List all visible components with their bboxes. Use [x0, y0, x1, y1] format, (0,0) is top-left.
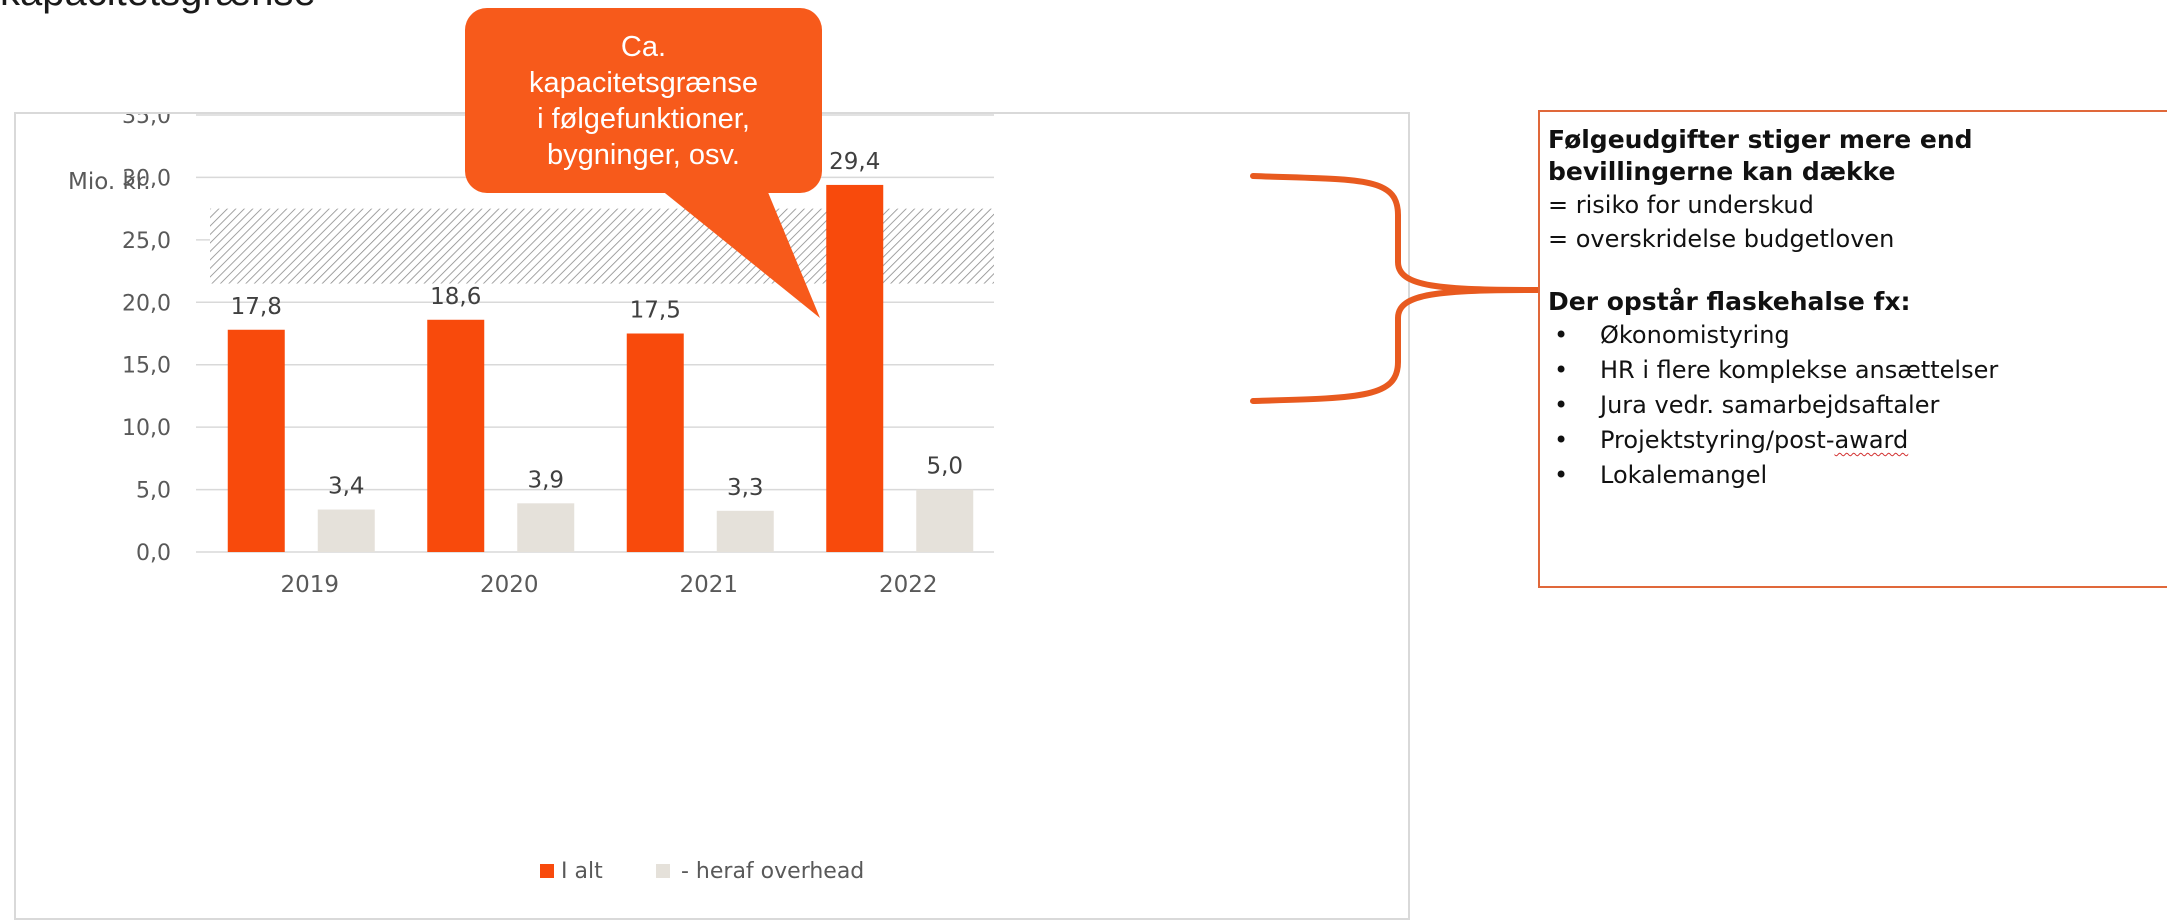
bracket-icon — [1250, 173, 1539, 404]
y-tick-label: 5,0 — [136, 479, 171, 504]
x-tick-label: 2022 — [879, 572, 938, 598]
data-label: 17,8 — [231, 294, 282, 320]
callout-line: bygninger, osv. — [547, 138, 740, 171]
y-tick-label: 25,0 — [122, 229, 171, 254]
info-line-risk: = risiko for underskud — [1548, 191, 1814, 219]
data-label: 3,3 — [727, 475, 764, 501]
bullet-text: Projektstyring/post-award — [1600, 423, 1908, 458]
y-tick-label: 0,0 — [136, 541, 171, 566]
legend-swatch-i-alt — [540, 864, 554, 878]
bar-i-alt-2022 — [826, 184, 884, 553]
bullet-text: Jura vedr. samarbejdsaftaler — [1600, 391, 1940, 419]
bar-overhead-2021 — [716, 510, 774, 552]
info-box: Følgeudgifter stiger mere end bevillinge… — [1538, 110, 2167, 588]
bar-overhead-2022 — [916, 489, 974, 552]
callout-line: kapacitetsgrænse — [529, 66, 758, 99]
chart-legend: I alt - heraf overhead — [540, 859, 864, 884]
info-heading-line: Følgeudgifter stiger mere end — [1548, 125, 1973, 154]
legend-label-i-alt: I alt — [561, 859, 603, 884]
bar-i-alt-2020 — [427, 319, 485, 552]
chart-frame: 0,0 5,0 10,0 15,0 20,0 25,0 30,0 35,0 17,8 3,4 18… — [14, 104, 1410, 920]
bar-i-alt-2019 — [227, 329, 285, 552]
spellcheck-underlined-word: award — [1834, 426, 1909, 454]
y-tick-label: 20,0 — [122, 291, 171, 316]
bar-i-alt-2021 — [626, 333, 684, 552]
bar-overhead-2019 — [317, 509, 375, 552]
bullet-text: Lokalemangel — [1600, 461, 1768, 489]
y-tick-label: 15,0 — [122, 354, 171, 379]
data-label: 3,4 — [328, 474, 365, 500]
data-label: 3,9 — [527, 467, 564, 493]
bullet-icon: • — [1554, 426, 1569, 454]
bullet-text: HR i flere komplekse ansættelser — [1600, 356, 1999, 384]
bullet-text: Økonomistyring — [1600, 321, 1790, 349]
data-label: 29,4 — [829, 149, 880, 175]
capacity-callout: Ca. kapacitetsgrænse i følgefunktioner, … — [465, 8, 822, 193]
x-tick-label: 2019 — [280, 572, 339, 598]
callout-pointer — [655, 185, 820, 318]
callout-line: i følgefunktioner, — [537, 102, 750, 135]
bullet-icon: • — [1554, 461, 1569, 489]
bullet-icon: • — [1554, 356, 1569, 384]
bullet-item: • Lokalemangel — [1548, 458, 2167, 493]
info-heading-bottlenecks: Der opstår flaskehalse fx: — [1548, 287, 1911, 316]
bullet-item: • Jura vedr. samarbejdsaftaler — [1548, 388, 2167, 423]
info-heading-line: bevillingerne kan dække — [1548, 157, 1896, 186]
y-tick-label: 30,0 — [122, 166, 171, 191]
x-tick-label: 2021 — [679, 572, 738, 598]
bullet-icon: • — [1554, 391, 1569, 419]
bullet-item: • Projektstyring/post-award — [1548, 423, 2167, 458]
bullet-item: • Økonomistyring — [1548, 318, 2167, 353]
x-tick-label: 2020 — [480, 572, 539, 598]
page-title: kapacitetsgrænse — [0, 0, 316, 12]
bar-overhead-2020 — [517, 503, 575, 552]
data-label: 17,5 — [630, 298, 681, 324]
bullet-icon: • — [1554, 321, 1569, 349]
bullet-item: • HR i flere komplekse ansættelser — [1548, 353, 2167, 388]
bullet-text-part: Projektstyring/post- — [1600, 426, 1835, 454]
legend-label-overhead: - heraf overhead — [681, 859, 864, 884]
y-axis-label: Mio. kr. — [68, 169, 151, 195]
info-line-budget: = overskridelse budgetloven — [1548, 225, 1895, 253]
data-label: 18,6 — [430, 284, 481, 310]
legend-swatch-overhead — [656, 864, 670, 878]
data-label: 5,0 — [926, 454, 963, 480]
callout-line: Ca. — [620, 30, 667, 63]
y-tick-label: 10,0 — [122, 416, 171, 441]
